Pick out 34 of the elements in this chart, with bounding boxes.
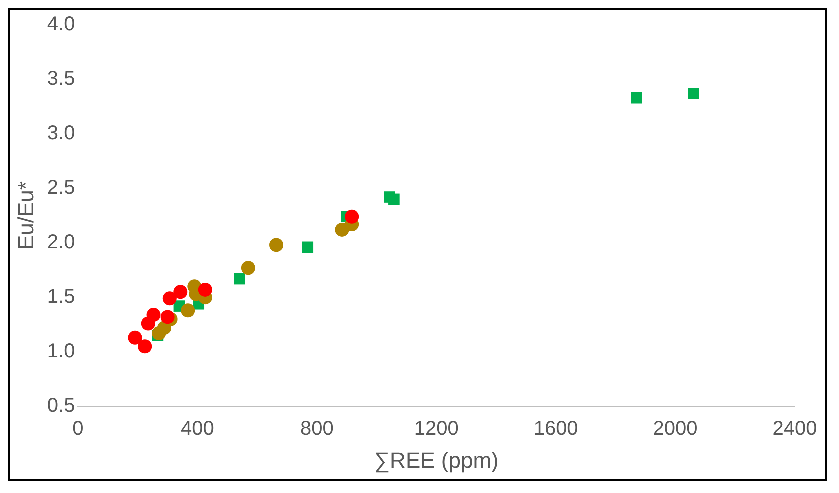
- point: [234, 273, 246, 285]
- point: [146, 308, 161, 322]
- point: [345, 210, 360, 224]
- y-tick-label: 3.0: [47, 122, 76, 145]
- point: [335, 222, 350, 237]
- point: [198, 282, 212, 297]
- point: [160, 310, 175, 324]
- point: [181, 304, 196, 318]
- x-tick-label: 2400: [772, 418, 818, 440]
- point: [688, 88, 700, 100]
- y-tick-label: 1.0: [47, 340, 76, 363]
- point: [388, 194, 400, 206]
- point: [302, 242, 314, 254]
- y-tick-label: 2.0: [47, 232, 76, 254]
- point: [270, 238, 284, 252]
- x-tick-label: 1600: [534, 418, 578, 440]
- point: [241, 261, 256, 276]
- x-tick-label: 400: [180, 418, 214, 440]
- x-tick-label: 0: [72, 418, 84, 440]
- point: [631, 92, 642, 104]
- x-tick-label: 2000: [653, 418, 698, 440]
- y-tick-label: 2.5: [47, 177, 76, 200]
- y-tick-label: 4.0: [47, 14, 76, 36]
- x-axis-title: ∑REE (ppm): [374, 448, 499, 473]
- point: [138, 340, 152, 354]
- x-tick-label: 800: [300, 418, 334, 440]
- point: [128, 330, 142, 345]
- y-axis-title: Eu/Eu*: [13, 181, 38, 250]
- point: [162, 292, 177, 306]
- y-tick-label: 1.5: [47, 286, 76, 308]
- point: [174, 285, 188, 300]
- y-tick-label: 3.5: [47, 68, 76, 90]
- y-tick-label: 0.5: [47, 395, 76, 418]
- x-tick-label: 1200: [414, 418, 459, 440]
